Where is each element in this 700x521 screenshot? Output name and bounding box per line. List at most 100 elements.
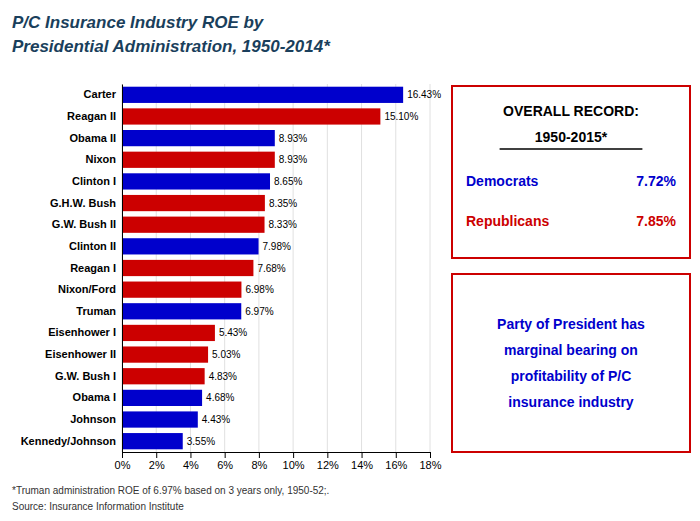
bar [122, 260, 253, 276]
y-tick-label: G.H.W. Bush [50, 197, 116, 209]
bar [122, 282, 241, 298]
data-label: 5.03% [212, 349, 240, 360]
y-tick: Reagan II [67, 110, 122, 122]
annotation-line: marginal bearing on [504, 342, 638, 358]
x-tick: 16% [385, 452, 407, 471]
grid-line [430, 84, 431, 452]
data-label: 15.10% [384, 111, 418, 122]
x-tick-label: 4% [183, 459, 199, 471]
annotation: OVERALL RECORD: [503, 103, 639, 119]
annotation-line: profitability of P/C [511, 368, 632, 384]
bar [122, 173, 270, 189]
y-tick-label: Eisenhower II [45, 348, 116, 360]
x-tick: 12% [317, 452, 339, 471]
y-tick-label: Clinton II [69, 240, 116, 252]
grid-line [361, 84, 362, 452]
y-tick: Obama I [73, 391, 122, 403]
y-tick-label: Reagan I [70, 262, 116, 274]
underline [500, 148, 643, 149]
y-tick-label: Obama II [70, 132, 116, 144]
title: P/C Insurance Industry ROE byPresidentia… [12, 13, 331, 56]
y-tick-label: G.W. Bush II [52, 218, 116, 230]
annotation: Democrats [466, 173, 539, 189]
title-line: Presidential Administration, 1950-2014* [12, 37, 331, 56]
note-box [452, 274, 690, 452]
x-tick-label: 8% [251, 459, 267, 471]
x-tick-mark [293, 452, 294, 458]
x-tick-mark [259, 452, 260, 458]
annotation: 7.72% [636, 173, 676, 189]
x-tick-mark [396, 452, 397, 458]
bar [122, 303, 241, 319]
x-tick-mark [327, 452, 328, 458]
y-axis-line [122, 85, 123, 453]
data-label: 7.68% [257, 263, 285, 274]
grid-line [327, 84, 328, 452]
data-label: 16.43% [407, 89, 441, 100]
y-tick: G.H.W. Bush [50, 197, 122, 209]
bar [122, 152, 275, 168]
data-label: 4.68% [206, 392, 234, 403]
data-label: 7.98% [263, 241, 291, 252]
bars [122, 87, 403, 450]
x-axis-line [123, 453, 431, 459]
x-tick-label: 10% [283, 459, 305, 471]
x-tick: 14% [351, 452, 373, 471]
y-tick: Reagan I [70, 262, 122, 274]
data-label: 5.43% [219, 327, 247, 338]
annotation: Republicans [466, 213, 549, 229]
annotation-line: insurance industry [508, 394, 633, 410]
x-tick-label: 6% [217, 459, 233, 471]
annotation-line: Party of President has [497, 316, 645, 332]
x-tick-label: 16% [385, 459, 407, 471]
data-label: 6.97% [245, 306, 273, 317]
y-tick-label: Truman [76, 305, 116, 317]
y-tick-label: G.W. Bush I [55, 370, 116, 382]
y-tick: G.W. Bush I [55, 370, 122, 382]
y-tick: Nixon/Ford [58, 283, 122, 295]
grid [122, 84, 430, 452]
x-tick-label: 0% [115, 459, 131, 471]
bar [122, 368, 205, 384]
bar [122, 390, 202, 406]
y-tick-label: Obama I [73, 391, 116, 403]
y-tick: Eisenhower I [48, 326, 122, 338]
bar [122, 87, 403, 103]
x-tick: 0% [115, 452, 131, 471]
y-tick: Clinton II [69, 240, 122, 252]
bar [122, 411, 198, 427]
data-label: 8.93% [279, 154, 307, 165]
data-label: 4.83% [209, 371, 237, 382]
y-tick: Carter [84, 88, 122, 100]
x-tick-mark [430, 452, 431, 458]
y-tick: Truman [76, 305, 122, 317]
note-box [452, 86, 690, 258]
x-tick: 10% [283, 452, 305, 471]
y-tick: Clinton I [72, 175, 122, 187]
bar [122, 238, 259, 254]
x-tick: 2% [149, 452, 165, 471]
bar [122, 195, 265, 211]
y-tick-label: Johnson [70, 413, 116, 425]
data-label: 3.55% [187, 436, 215, 447]
y-tick: Eisenhower II [45, 348, 122, 360]
x-tick: 18% [419, 452, 441, 471]
x-tick-label: 2% [149, 459, 165, 471]
x-tick-label: 12% [317, 459, 339, 471]
x-tick-label: 18% [419, 459, 441, 471]
x-tick: 8% [251, 452, 267, 471]
x-tick: 6% [217, 452, 233, 471]
bar [122, 217, 265, 233]
y-tick-label: Nixon/Ford [58, 283, 116, 295]
data-label: 4.43% [202, 414, 230, 425]
footnote: *Truman administration ROE of 6.97% base… [12, 485, 329, 496]
x-tick-mark [190, 452, 191, 458]
bar [122, 108, 380, 124]
y-tick-label: Carter [84, 88, 117, 100]
footnote: Source: Insurance Information Institute [12, 501, 184, 512]
y-tick: Nixon [85, 153, 122, 165]
x-tick: 4% [183, 452, 199, 471]
bar [122, 130, 275, 146]
bar [122, 346, 208, 362]
x-tick-mark [156, 452, 157, 458]
